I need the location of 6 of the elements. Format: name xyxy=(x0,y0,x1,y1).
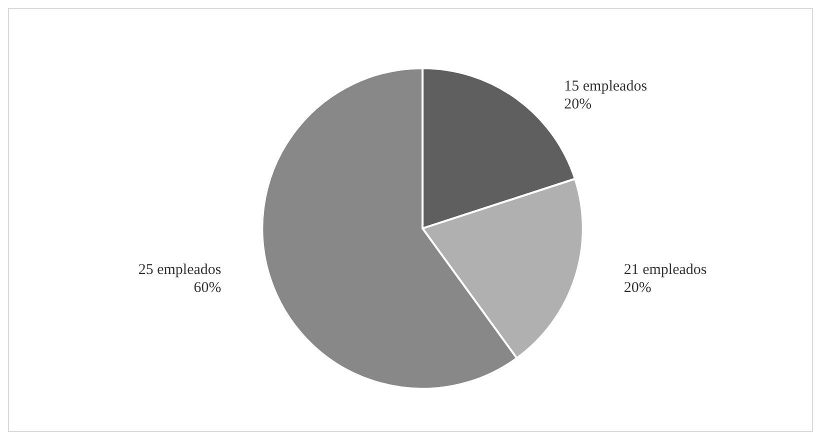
slice-label: 25 empleados xyxy=(138,262,222,278)
data-label: 20% xyxy=(624,280,652,296)
data-label: 60% xyxy=(194,280,222,296)
data-label: 20% xyxy=(564,96,592,112)
slice-label: 21 empleados xyxy=(624,262,707,278)
slice-label: 15 empleados xyxy=(564,78,648,94)
